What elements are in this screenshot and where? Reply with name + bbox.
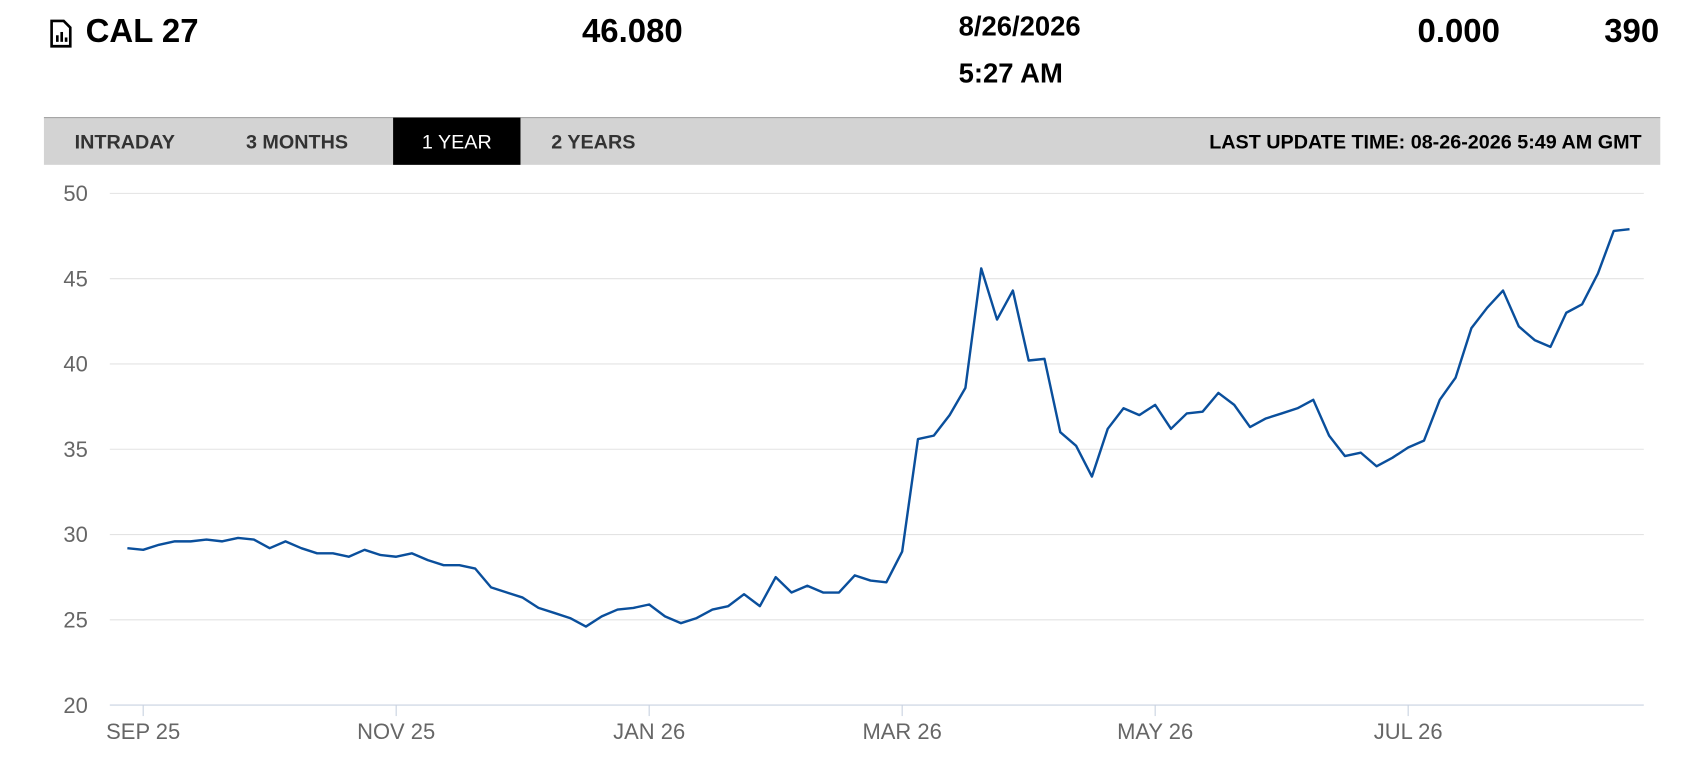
y-tick-label: 30 <box>63 522 87 547</box>
tab[interactable]: INTRADAY <box>75 131 175 153</box>
symbol: CAL 27 <box>86 12 199 49</box>
tab-bar <box>43 117 1661 165</box>
y-tick-label: 40 <box>63 352 87 377</box>
active-tab-bg <box>393 117 521 165</box>
doc-icon <box>50 19 72 48</box>
y-tick-label: 35 <box>63 437 87 462</box>
y-tick-label: 25 <box>63 607 87 632</box>
plot: 20 25 30 35 40 45 50 SEP 25 NOV 25 JAN 26 MAR 26 MA… <box>63 181 1644 744</box>
tab-active[interactable]: 1 YEAR <box>422 131 492 153</box>
date: 8/26/2026 <box>959 10 1081 41</box>
x-tick-label: MAR 26 <box>863 719 942 744</box>
volume: 390 <box>1604 12 1659 49</box>
y-tick-label: 45 <box>63 266 87 291</box>
y-tick-label: 50 <box>63 181 87 206</box>
time: 5:27 AM <box>959 57 1063 88</box>
change: 0.000 <box>1418 12 1500 49</box>
x-tick-label: SEP 25 <box>106 719 180 744</box>
price-line <box>127 227 1630 628</box>
x-tick-label: JAN 26 <box>613 719 685 744</box>
y-tick-label: 20 <box>63 693 87 718</box>
x-tick-label: NOV 25 <box>357 719 435 744</box>
x-tick-label: JUL 26 <box>1374 719 1443 744</box>
last-update: LAST UPDATE TIME: 08-26-2026 5:49 AM GMT <box>1209 131 1641 153</box>
tab[interactable]: 2 YEARS <box>551 131 635 153</box>
x-tick-label: MAY 26 <box>1117 719 1193 744</box>
price: 46.080 <box>582 12 683 49</box>
tab[interactable]: 3 MONTHS <box>246 131 348 153</box>
